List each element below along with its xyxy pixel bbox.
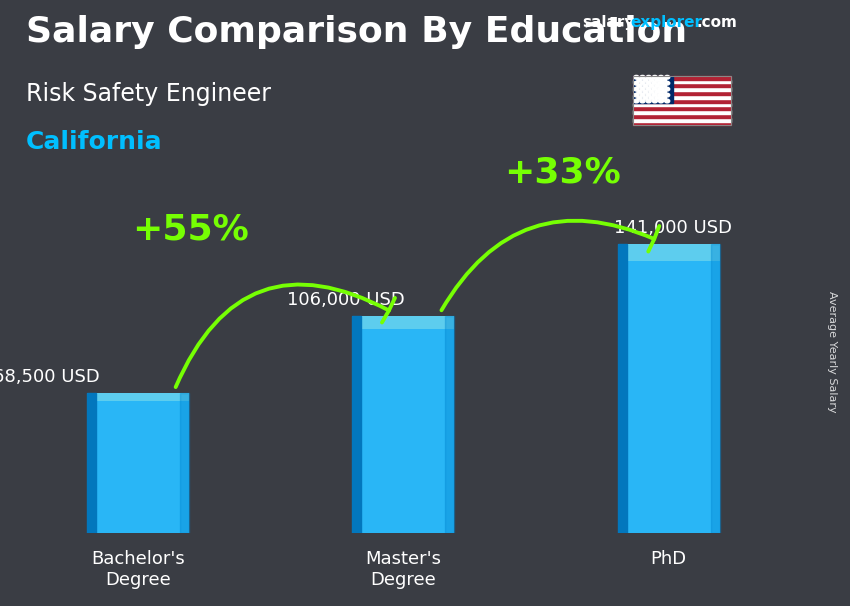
Text: salary: salary [582, 15, 635, 30]
Text: Salary Comparison By Education: Salary Comparison By Education [26, 15, 687, 49]
Bar [87, 393, 189, 401]
Text: 68,500 USD: 68,500 USD [0, 367, 99, 385]
Bar [352, 316, 361, 533]
Bar [618, 244, 720, 261]
Bar [352, 316, 455, 329]
Text: 141,000 USD: 141,000 USD [614, 219, 732, 237]
Bar [352, 316, 455, 533]
Bar [445, 316, 455, 533]
Bar [711, 244, 720, 533]
Bar [179, 393, 189, 533]
Text: Average Yearly Salary: Average Yearly Salary [827, 291, 837, 412]
Text: explorer: explorer [631, 15, 703, 30]
Text: +55%: +55% [133, 213, 249, 247]
Bar [618, 244, 720, 533]
Text: .com: .com [697, 15, 738, 30]
Text: Risk Safety Engineer: Risk Safety Engineer [26, 82, 270, 106]
Text: +33%: +33% [504, 155, 621, 189]
Bar [87, 393, 96, 533]
Bar [618, 244, 627, 533]
Text: 106,000 USD: 106,000 USD [287, 290, 405, 308]
Bar [87, 393, 189, 533]
Text: California: California [26, 130, 162, 155]
